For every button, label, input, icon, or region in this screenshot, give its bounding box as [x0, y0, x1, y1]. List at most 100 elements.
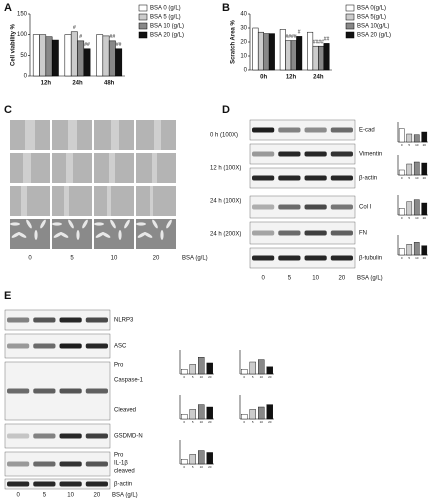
- column-label: 5: [70, 256, 74, 262]
- blot-band: [59, 343, 82, 349]
- blot-band: [59, 461, 82, 467]
- bar: [249, 361, 256, 375]
- column-label: 0: [16, 493, 20, 499]
- x-tick-label: 20: [423, 216, 427, 220]
- x-tick-label: 12h: [286, 75, 297, 81]
- significance-marker: ##: [291, 34, 297, 40]
- x-tick-label: 5: [408, 216, 410, 220]
- cell: [26, 219, 32, 229]
- panel-label: A: [4, 2, 12, 14]
- bar: [241, 369, 248, 375]
- significance-marker: #: [298, 30, 301, 36]
- x-tick-label: 0h: [260, 75, 267, 81]
- bar: [323, 43, 330, 71]
- blot-frame: [249, 143, 356, 165]
- blot-frame: [249, 119, 356, 141]
- bar: [413, 134, 420, 143]
- blot-frame: [4, 423, 111, 449]
- x-tick-label: 0: [243, 375, 245, 379]
- bar: [307, 31, 314, 71]
- legend-swatch: [138, 4, 148, 12]
- row-label: 24 h (200X): [210, 232, 241, 238]
- column-label: 10: [67, 493, 74, 499]
- bar: [206, 362, 213, 375]
- x-tick-label: 0: [401, 256, 403, 260]
- bar: [398, 248, 405, 256]
- panel-label: C: [4, 104, 12, 116]
- bar: [421, 131, 428, 143]
- x-tick-label: 10: [200, 420, 204, 424]
- blot-label: Pro: [114, 363, 124, 369]
- bar: [189, 409, 196, 420]
- blot-frame: [249, 195, 356, 219]
- x-tick-label: 20: [208, 375, 212, 379]
- y-axis-label: Scratch Area %: [231, 19, 237, 63]
- bar: [51, 39, 59, 77]
- bar: [32, 34, 40, 77]
- scratch-gap: [107, 186, 111, 216]
- micrograph: [52, 186, 92, 216]
- panel-label: D: [222, 104, 230, 116]
- bar: [268, 33, 275, 71]
- blot-band: [278, 204, 301, 210]
- blot-label: β-actin: [114, 482, 132, 488]
- scratch-gap: [66, 153, 73, 183]
- column-label: 5: [288, 276, 292, 282]
- x-tick-label: 0: [401, 143, 403, 147]
- significance-marker: ##: [313, 40, 319, 46]
- blot-band: [33, 481, 56, 487]
- bar: [398, 169, 405, 176]
- blot-label: NLRP3: [114, 318, 134, 324]
- x-tick-label: 20: [423, 143, 427, 147]
- bar: [258, 359, 265, 375]
- x-tick-label: 12h: [41, 81, 52, 87]
- blot-band: [59, 433, 82, 439]
- significance-marker: ##: [84, 42, 90, 48]
- scratch-gap: [154, 120, 161, 150]
- scratch-gap: [109, 153, 115, 183]
- blot-band: [33, 461, 56, 467]
- x-tick-label: 10: [415, 176, 419, 180]
- x-tick-label: 5: [192, 375, 194, 379]
- cell: [137, 232, 147, 238]
- legend-label: BSA 0(g/L): [357, 6, 386, 12]
- bar: [83, 48, 91, 77]
- blot-label: Caspase-1: [114, 378, 144, 384]
- legend-swatch: [345, 22, 355, 30]
- x-tick-label: 20: [423, 176, 427, 180]
- y-tick-label: 0: [24, 74, 28, 80]
- y-tick-label: 150: [17, 12, 28, 18]
- x-tick-label: 20: [268, 375, 272, 379]
- bar: [285, 40, 292, 71]
- cell: [160, 230, 164, 240]
- blot-frame: [249, 221, 356, 245]
- bar: [421, 245, 428, 256]
- micrograph: [94, 186, 134, 216]
- cell: [110, 219, 116, 229]
- legend-label: BSA 20 (g/L): [357, 33, 391, 39]
- blot-band: [33, 343, 56, 349]
- column-label: 10: [312, 276, 319, 282]
- x-tick-label: 0: [243, 420, 245, 424]
- bar: [257, 31, 264, 71]
- blot-band: [85, 433, 108, 439]
- blot-band: [85, 317, 108, 323]
- blot-band: [85, 343, 108, 349]
- blot-band: [304, 127, 327, 133]
- unit-label: BSA (g/L): [357, 276, 383, 282]
- legend-label: BSA 20 (g/L): [150, 33, 184, 39]
- scratch-gap: [25, 120, 35, 150]
- x-tick-label: 0: [401, 216, 403, 220]
- scratch-gap: [150, 186, 153, 216]
- cell: [124, 219, 130, 229]
- blot-label: E-cad: [359, 128, 375, 134]
- x-tick-label: 20: [208, 465, 212, 469]
- bar: [39, 34, 47, 77]
- y-tick-label: 0: [244, 68, 248, 74]
- blot-band: [278, 175, 301, 181]
- x-tick-label: 10: [415, 256, 419, 260]
- column-label: 20: [339, 276, 346, 282]
- legend-swatch: [345, 13, 355, 21]
- cell: [94, 222, 104, 226]
